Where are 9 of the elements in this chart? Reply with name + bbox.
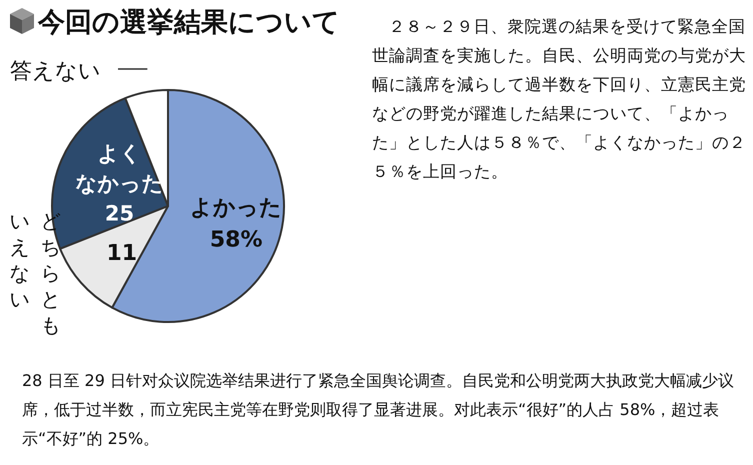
annotation: ２８～２９日、衆院選の結果を受けて緊急全国世論調査を実施した。自民、公明両党の与党が大幅に議席を減らして過半数を下回り、立憲民主党などの野党が躍進した結果について、「よかった」とした人は５８％で、「よくなかった」の２５％を上回った。 (372, 16, 747, 183)
data-label: 58% (210, 227, 263, 252)
slice-label: よくなかった (75, 142, 164, 196)
data-label: 11 (106, 241, 138, 266)
title: 今回の選挙結果について (38, 6, 340, 40)
data-label: 25 (104, 202, 134, 226)
slice-label: よかった (190, 195, 282, 220)
annotation: 28 日至 29 日针对众议院选举结果进行了紧急全国舆论调查。自民党和公明党两大执政党大幅减少议席，低于过半数，而立宪民主党等在野党则取得了显著进展。对此表示“很好”的人占 58%，超过表示“不好”的 25%。 (22, 370, 735, 450)
legend-label: 答えない (10, 59, 101, 84)
